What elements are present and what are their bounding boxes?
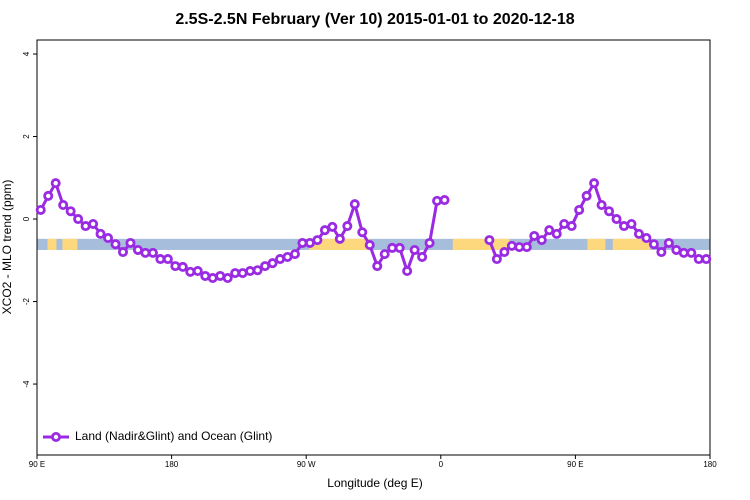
data-point — [357, 227, 368, 238]
data-point — [596, 200, 607, 211]
data-point — [73, 214, 84, 225]
data-point — [58, 200, 69, 211]
data-point — [581, 190, 592, 201]
data-point — [192, 266, 203, 277]
data-point — [701, 254, 712, 265]
data-point — [686, 247, 697, 258]
y-tick-label: 0 — [22, 216, 31, 221]
data-point — [432, 195, 443, 206]
x-axis-label: Longitude (deg E) — [327, 476, 422, 490]
land-patch — [587, 238, 606, 250]
data-point — [185, 266, 196, 277]
y-tick-label: 2 — [22, 134, 31, 139]
data-point — [439, 195, 450, 206]
land-patch — [309, 238, 370, 250]
data-point — [544, 225, 555, 236]
data-point — [604, 206, 615, 217]
data-point — [641, 233, 652, 244]
data-point — [379, 249, 390, 260]
data-point — [110, 239, 121, 250]
land-patch — [62, 238, 78, 250]
data-point — [43, 190, 54, 201]
data-point — [88, 218, 99, 229]
data-point — [252, 265, 263, 276]
data-point — [589, 178, 600, 189]
data-point — [162, 254, 173, 265]
data-point — [103, 233, 114, 244]
data-point — [648, 239, 659, 250]
legend-label: Land (Nadir&Glint) and Ocean (Glint) — [75, 429, 272, 443]
data-point — [566, 221, 577, 232]
x-tick-label: 180 — [703, 460, 717, 469]
data-point — [491, 254, 502, 265]
land-patch — [47, 238, 57, 250]
data-point — [245, 266, 256, 277]
data-point — [170, 261, 181, 272]
y-tick-label: -2 — [22, 297, 31, 305]
plot-frame — [36, 39, 711, 456]
data-point — [521, 242, 532, 253]
data-point — [626, 218, 637, 229]
data-point — [267, 258, 278, 269]
chart-title: 2.5S-2.5N February (Ver 10) 2015-01-01 t… — [175, 11, 574, 28]
x-tick-label: 90 E — [29, 460, 45, 469]
data-point — [663, 237, 674, 248]
data-point — [536, 235, 547, 246]
y-axis-label: XCO2 - MLO trend (ppm) — [0, 180, 14, 315]
legend-marker — [51, 431, 62, 442]
data-point — [177, 261, 188, 272]
data-point — [424, 237, 435, 248]
data-point — [117, 247, 128, 258]
data-point — [574, 204, 585, 215]
data-point — [327, 221, 338, 232]
data-point — [312, 235, 323, 246]
data-point — [633, 228, 644, 239]
x-tick-label: 180 — [165, 460, 179, 469]
y-tick-label: -4 — [22, 380, 31, 388]
y-tick-label: 4 — [22, 51, 31, 56]
data-point — [364, 240, 375, 251]
data-point — [656, 247, 667, 258]
data-point — [506, 240, 517, 251]
data-point — [65, 206, 76, 217]
data-point — [611, 214, 622, 225]
data-point — [319, 225, 330, 236]
land-patch — [452, 238, 510, 250]
data-point — [372, 261, 383, 272]
data-point — [529, 230, 540, 241]
data-point — [551, 228, 562, 239]
data-point — [289, 249, 300, 260]
x-tick-label: 90 E — [567, 460, 583, 469]
data-point — [349, 199, 360, 210]
data-point — [409, 244, 420, 255]
land-patch — [612, 238, 651, 250]
data-point — [402, 266, 413, 277]
data-point — [484, 235, 495, 246]
data-point — [334, 233, 345, 244]
x-tick-label: 90 W — [297, 460, 316, 469]
x-tick-label: 0 — [439, 460, 444, 469]
data-point — [342, 221, 353, 232]
data-point — [417, 251, 428, 262]
data-point — [499, 247, 510, 258]
data-point — [35, 204, 46, 215]
data-point — [222, 273, 233, 284]
data-point — [147, 247, 158, 258]
data-point — [125, 237, 136, 248]
data-point — [394, 242, 405, 253]
data-point — [50, 178, 61, 189]
data-point — [95, 228, 106, 239]
